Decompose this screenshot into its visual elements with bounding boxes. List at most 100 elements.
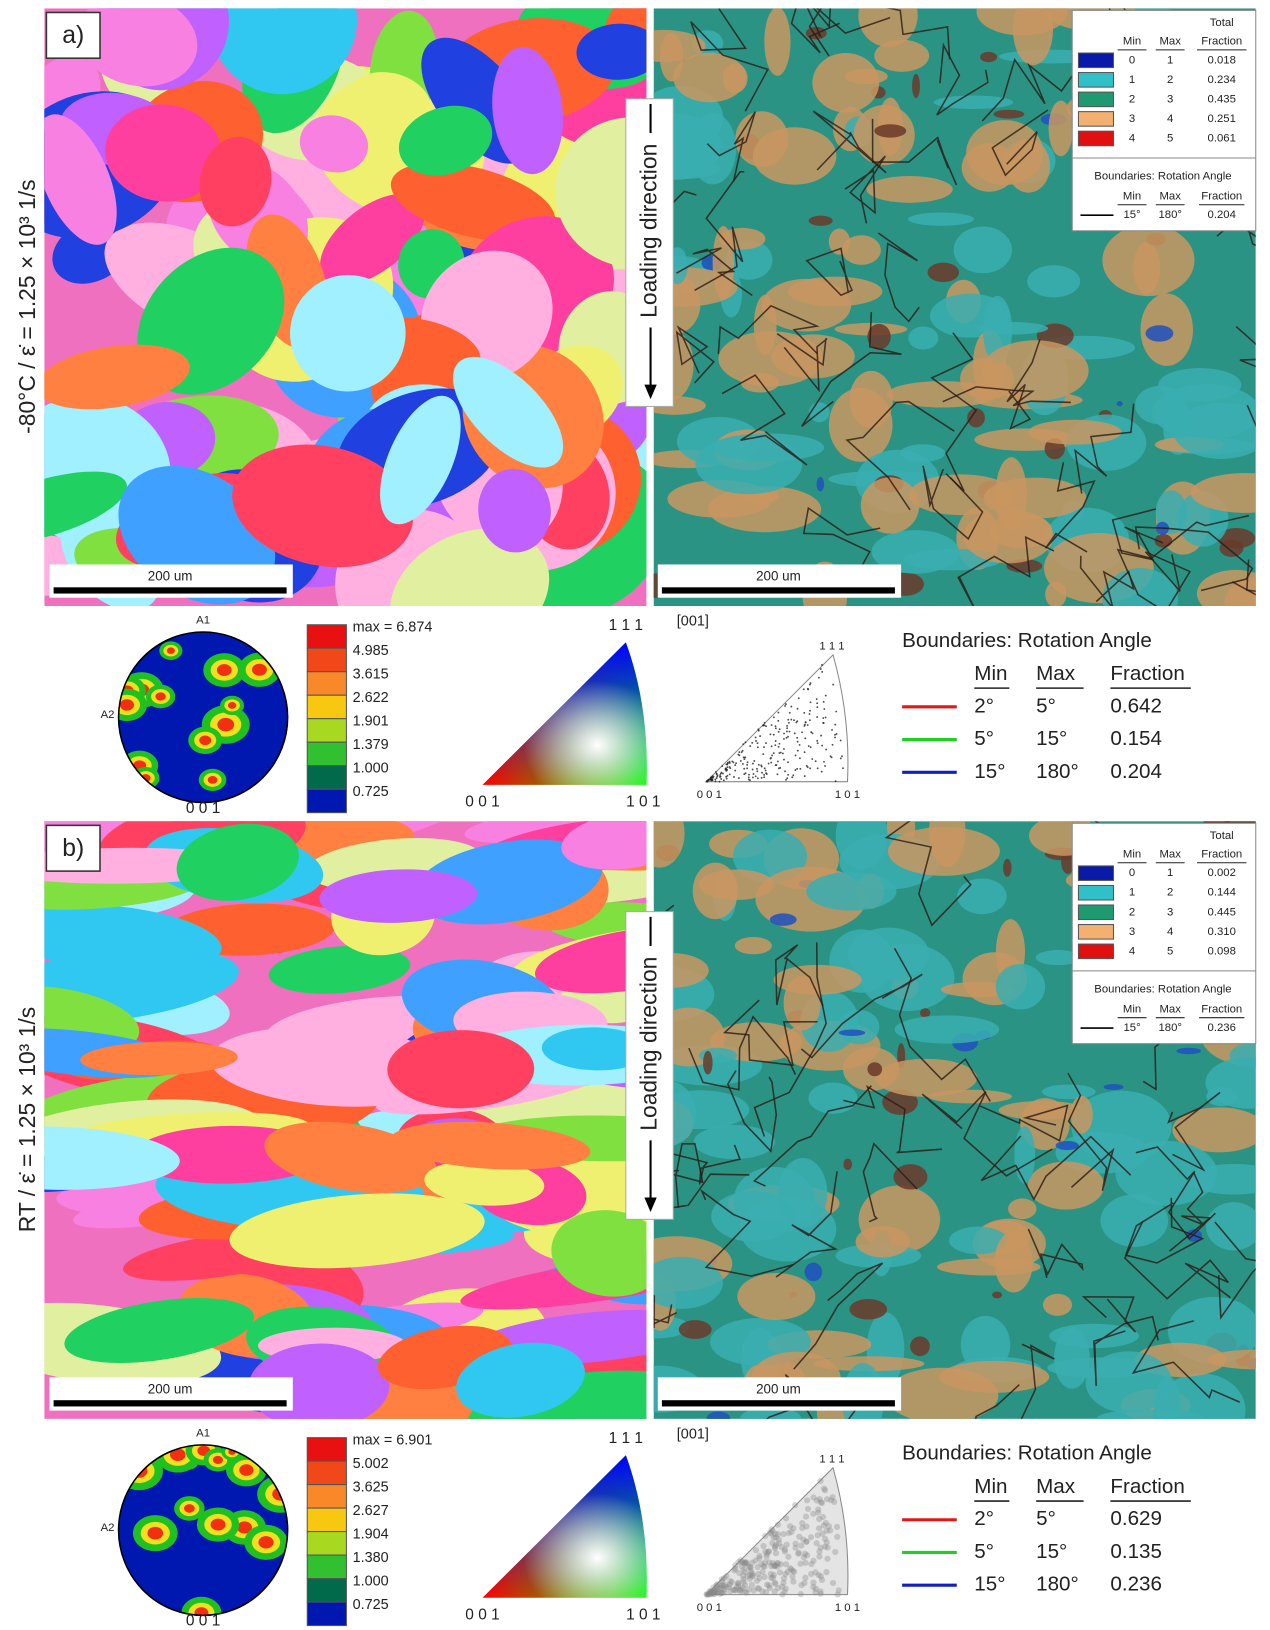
density-dot bbox=[795, 755, 797, 757]
density-dot bbox=[840, 740, 842, 742]
contour-label: max = 6.874 bbox=[353, 620, 433, 636]
boundaries-value: 15° bbox=[974, 1573, 1005, 1596]
kam-patch bbox=[1115, 1141, 1217, 1206]
ipf-key-overlay bbox=[483, 1455, 647, 1597]
boundaries-title: Boundaries: Rotation Angle bbox=[902, 1442, 1152, 1465]
contour-swatch bbox=[307, 625, 346, 648]
contour bbox=[155, 692, 165, 700]
contour bbox=[199, 736, 211, 746]
density-dot bbox=[763, 1589, 769, 1595]
legend-value: 1 bbox=[1167, 54, 1173, 66]
legend-title: Boundaries: Rotation Angle bbox=[1094, 984, 1231, 996]
kam-patch bbox=[867, 1062, 882, 1076]
density-dot bbox=[806, 765, 808, 767]
density-dot bbox=[738, 1586, 744, 1592]
density-dot bbox=[762, 725, 764, 727]
boundaries-value: 0.135 bbox=[1110, 1540, 1162, 1563]
density-dot bbox=[787, 736, 789, 738]
legend-value: 5 bbox=[1167, 132, 1173, 144]
kam-patch bbox=[806, 872, 896, 911]
density-dot bbox=[804, 1552, 810, 1558]
legend-swatch bbox=[1078, 944, 1113, 959]
figure: -80°C / ε̇ = 1.25 × 10³ 1/sa)200 um200 u… bbox=[0, 0, 1270, 1630]
density-dot bbox=[753, 1547, 759, 1553]
legend-swatch bbox=[1078, 73, 1113, 88]
contour bbox=[239, 1464, 253, 1475]
density-dot bbox=[789, 712, 791, 714]
density-dot bbox=[771, 745, 773, 747]
density-dot bbox=[777, 720, 779, 722]
density-dot bbox=[784, 770, 786, 772]
density-dot bbox=[786, 1530, 792, 1536]
density-dot bbox=[716, 777, 718, 779]
density-dot bbox=[747, 1565, 753, 1571]
kam-patch bbox=[893, 1164, 927, 1189]
boundaries-value: 2° bbox=[974, 1507, 994, 1530]
density-dot bbox=[804, 751, 806, 753]
density-dot bbox=[790, 719, 792, 721]
density-dot bbox=[822, 717, 824, 719]
density-dot bbox=[798, 1591, 804, 1597]
contour-label: 3.615 bbox=[353, 667, 389, 683]
density-dot bbox=[742, 763, 744, 765]
density-dot bbox=[810, 746, 812, 748]
density-dot bbox=[743, 758, 745, 760]
kam-patch bbox=[937, 1258, 1041, 1275]
density-dot bbox=[742, 743, 744, 745]
density-dot bbox=[775, 1585, 781, 1591]
kam-patch bbox=[1177, 1048, 1201, 1054]
density-dot bbox=[809, 767, 811, 769]
density-dot bbox=[765, 742, 767, 744]
legend-value: 0.061 bbox=[1208, 132, 1236, 144]
density-dot bbox=[727, 766, 729, 768]
density-dot bbox=[783, 1515, 789, 1521]
density-dot bbox=[816, 716, 818, 718]
kam-patch bbox=[912, 74, 920, 98]
density-dot bbox=[786, 725, 788, 727]
legend-value: 0.251 bbox=[1208, 113, 1236, 125]
density-dot bbox=[822, 722, 824, 724]
ipf-label: 1 0 1 bbox=[626, 794, 660, 811]
density-dot bbox=[823, 1569, 829, 1575]
density-dot bbox=[752, 763, 754, 765]
legend-header: Max bbox=[1159, 190, 1181, 202]
density-dot bbox=[778, 767, 780, 769]
kam-patch bbox=[1086, 1351, 1172, 1413]
density-dot bbox=[772, 1580, 778, 1586]
kam-patch bbox=[673, 53, 746, 103]
contour-label: 5.002 bbox=[353, 1456, 389, 1472]
density-dot bbox=[771, 1572, 777, 1578]
density-dot bbox=[792, 1545, 798, 1551]
legend-swatch bbox=[1078, 885, 1113, 900]
legend-swatch bbox=[1078, 131, 1113, 146]
density-dot bbox=[824, 1539, 830, 1545]
density-dot bbox=[751, 742, 753, 744]
density-dot bbox=[807, 688, 809, 690]
kam-patch bbox=[737, 1273, 815, 1320]
density-dot bbox=[825, 716, 827, 718]
density-dot bbox=[765, 725, 767, 727]
density-dot bbox=[787, 774, 789, 776]
kam-patch bbox=[770, 913, 797, 925]
density-dot bbox=[797, 750, 799, 752]
density-dot bbox=[764, 1551, 770, 1557]
legend-value: 1 bbox=[1129, 74, 1135, 86]
density-dot bbox=[796, 768, 798, 770]
density-dot bbox=[771, 724, 773, 726]
density-dot bbox=[715, 771, 717, 773]
density-dot bbox=[721, 772, 723, 774]
kam-patch bbox=[843, 1159, 852, 1170]
density-dot bbox=[771, 1563, 777, 1569]
contour bbox=[255, 622, 302, 660]
density-title: [001] bbox=[677, 1426, 709, 1442]
contour bbox=[251, 1599, 274, 1618]
density-dot bbox=[778, 731, 780, 733]
legend-value: 0.098 bbox=[1208, 945, 1236, 957]
density-dot bbox=[707, 779, 709, 781]
boundaries-value: 5° bbox=[1036, 1507, 1056, 1530]
density-dot bbox=[793, 719, 795, 721]
legend-value: 0.234 bbox=[1208, 74, 1236, 86]
density-dot bbox=[746, 764, 748, 766]
panel: RT / ε̇ = 1.25 × 10³ 1/sb)200 um200 umLo… bbox=[0, 756, 1270, 1630]
density-dot bbox=[713, 776, 715, 778]
